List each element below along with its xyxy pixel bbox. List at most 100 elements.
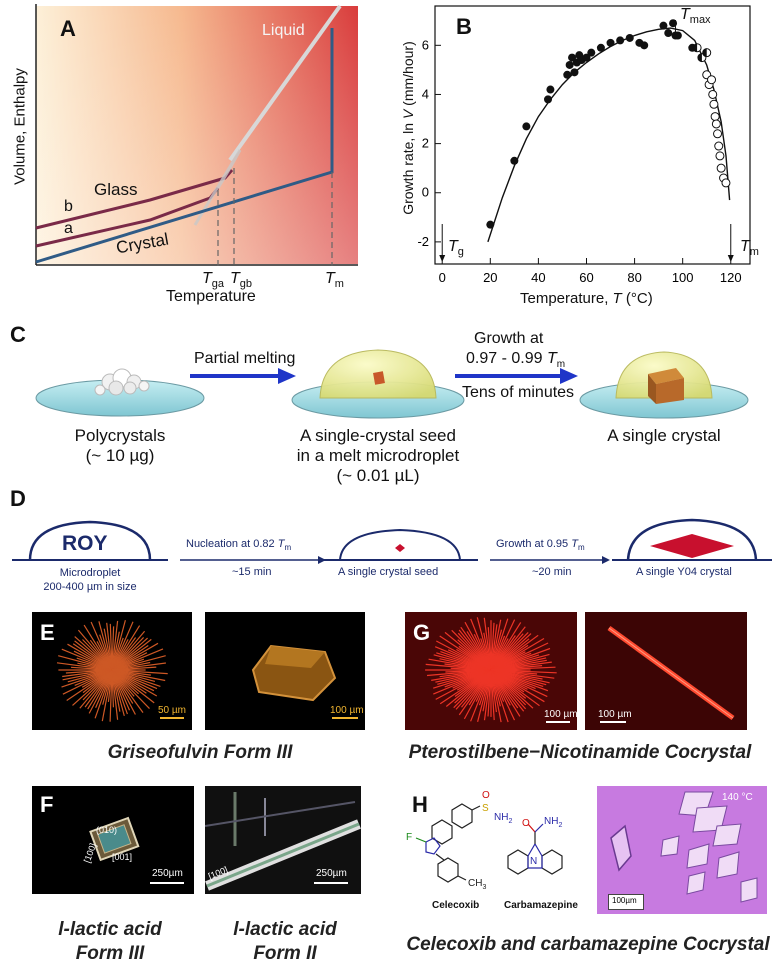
tgb-label: Tgb (230, 270, 253, 291)
lactic-form3-crystal (89, 816, 140, 862)
g-scale-bar-2 (600, 721, 626, 723)
data-point-filled (563, 70, 572, 79)
e-scale-bar-2 (332, 717, 358, 719)
h-s-atom: S (482, 803, 489, 814)
data-point-filled (570, 68, 579, 77)
c-step2-bottom: Tens of minutes (462, 384, 575, 401)
panel-h-caption: Celecoxib and carbamazepine Cocrystal (406, 934, 770, 955)
h-mol1: Celecoxib (432, 900, 480, 911)
data-point-open (708, 89, 718, 99)
data-point-filled (546, 85, 555, 94)
h-amide-nh2: NH2 (544, 816, 563, 829)
panel-f-caption-2: l-lactic acid Form II (233, 919, 337, 964)
panel-b-label: B (456, 14, 472, 39)
panel-e-image-1 (32, 612, 192, 730)
f-idx-010: (010) (96, 825, 118, 835)
y-tick-label: 4 (422, 86, 429, 101)
data-point-open (713, 129, 723, 139)
spherulite-ray (83, 624, 113, 671)
h-scale: 100µm (612, 896, 637, 905)
data-point-open (711, 119, 721, 129)
data-point-filled (568, 53, 577, 62)
spherulite-ray (61, 648, 113, 671)
e-scale-2: 100 µm (330, 705, 364, 716)
glass-curve-b (35, 169, 234, 230)
roy-droplet (28, 520, 152, 561)
panel-f-image-2 (205, 786, 361, 894)
tm-label-a: Tm (325, 270, 344, 291)
data-point-filled (625, 33, 634, 42)
h-scale-box (608, 894, 644, 910)
panel-g-caption: Pterostilbene−Nicotinamide Cocrystal (408, 742, 752, 763)
h-f-atom: F (406, 832, 413, 843)
panel-a-diagram (35, 4, 358, 266)
data-point-half-fill (693, 43, 698, 52)
y-tick-label: 2 (422, 136, 429, 151)
h-amide-o: O (522, 818, 530, 829)
molecule-structures (415, 803, 563, 883)
h-n-atom: N (530, 856, 538, 867)
tm-arrowhead (727, 255, 734, 262)
c-label-3: A single crystal (607, 426, 721, 445)
data-point-open (710, 112, 720, 122)
panel-f-image-1 (32, 786, 194, 894)
panel-b-xlabel: Temperature, T (°C) (520, 290, 653, 307)
tga-label: Tga (202, 270, 225, 291)
spherulite-ray (62, 669, 113, 695)
c-label-1: Polycrystals (~ 10 µg) (74, 426, 166, 465)
seed-droplet (339, 528, 461, 561)
h-temp: 140 °C (722, 792, 753, 803)
data-point-filled (544, 95, 553, 104)
x-tick-label: 80 (627, 270, 641, 285)
c-step1-top: Partial melting (194, 350, 296, 367)
d-step2-bottom: ~20 min (532, 566, 572, 578)
x-tick-label: 40 (531, 270, 545, 285)
tmax-label: Tmax (680, 6, 711, 27)
glass-label: Glass (94, 180, 138, 199)
d-step2-top: Growth at 0.95 Tm (496, 538, 585, 553)
panel-h-image (597, 786, 767, 914)
curve-a-label: a (64, 220, 73, 237)
data-point-filled (522, 122, 531, 131)
crystal-droplet (626, 518, 758, 561)
y04-crystal (650, 534, 734, 558)
chart-frame (434, 5, 751, 265)
seed-crystal (373, 371, 385, 385)
data-point-filled (582, 53, 591, 62)
spherulite-ray (98, 621, 113, 671)
liquid-label: Liquid (262, 22, 305, 39)
h-so2nh2: NH2 (494, 812, 513, 825)
seed-diamond (395, 544, 405, 552)
data-point-filled (669, 19, 678, 28)
spherulite-ray (77, 629, 113, 671)
curve-b-label: b (64, 198, 73, 215)
panel-c-diagram (35, 349, 749, 419)
panel-d-label: D (10, 486, 26, 511)
tm-label-b: Tm (740, 238, 759, 259)
liquid-line (228, 4, 342, 162)
panel-d-diagram (12, 518, 772, 564)
panel-g-label: G (413, 620, 431, 645)
data-point-filled (565, 60, 574, 69)
c-step2-top1: Growth at (474, 330, 544, 347)
f-idx-001: [001] (112, 852, 133, 862)
spherulite-ray (58, 655, 113, 671)
roy-label: ROY (62, 532, 108, 555)
data-point-filled (640, 41, 649, 50)
y-tick-label: 6 (422, 37, 429, 52)
data-point-open (715, 151, 725, 161)
crystal-d-label: A single Y04 crystal (636, 566, 732, 578)
seed-label: A single crystal seed (338, 566, 439, 578)
d-step1-top: Nucleation at 0.82 Tm (186, 538, 292, 553)
g-scale-1: 100 µm (544, 709, 578, 720)
glass-transition (193, 149, 242, 226)
griseofulvin-crystal (251, 644, 337, 702)
c-label-2: A single-crystal seed in a melt microdrop… (296, 426, 460, 485)
e-scale-bar-1 (160, 717, 184, 719)
g-scale-bar-1 (546, 721, 570, 723)
fit-curve (487, 27, 731, 243)
d-step1-bottom: ~15 min (232, 566, 272, 578)
spherulite-ray (101, 669, 113, 722)
spherulite-ray (111, 669, 155, 704)
data-point-filled (664, 29, 673, 38)
